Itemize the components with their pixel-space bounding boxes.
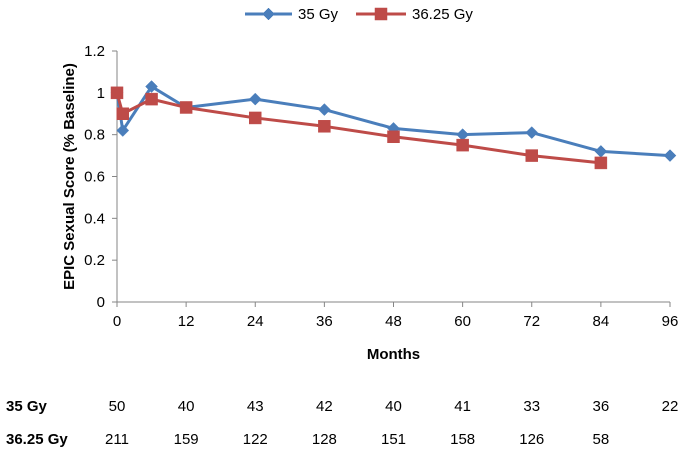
data-point [525, 149, 538, 162]
risk-count: 128 [312, 431, 337, 448]
y-tick-label: 1.2 [84, 43, 105, 60]
risk-count: 126 [519, 431, 544, 448]
risk-count: 36 [593, 398, 610, 415]
risk-count: 159 [174, 431, 199, 448]
series-0 [110, 80, 677, 162]
x-tick-label: 84 [593, 313, 610, 330]
legend: 35 Gy 36.25 Gy [245, 6, 473, 23]
risk-count: 40 [178, 398, 195, 415]
data-point [145, 92, 158, 106]
series-layer [110, 80, 677, 170]
y-axis-title: EPIC Sexual Score (% Baseline) [61, 63, 78, 290]
data-point [594, 145, 608, 158]
risk-row-label: 36.25 Gy [6, 431, 68, 448]
legend-label: 35 Gy [298, 6, 339, 23]
numbers-at-risk-table: 35 Gy 50 40 43 42 40 41 33 36 22 36.25 Gy 211 159 122… [6, 398, 678, 448]
x-tick-label: 96 [662, 313, 679, 330]
y-tick-label: 0.8 [84, 127, 105, 144]
y-tick-label: 0.6 [84, 169, 105, 186]
y-tick-label: 1 [97, 85, 105, 102]
x-tick-label: 24 [247, 313, 264, 330]
y-tick-label: 0 [97, 294, 105, 311]
y-axis-ticks: 0 0.2 0.4 0.6 0.8 1 1.2 [84, 43, 117, 311]
legend-label: 36.25 Gy [412, 6, 473, 23]
legend-marker [262, 7, 275, 21]
y-tick-label: 0.2 [84, 252, 105, 269]
legend-item: 36.25 Gy [356, 6, 473, 23]
data-point [145, 80, 158, 93]
series-line [115, 92, 602, 165]
data-point [116, 124, 130, 137]
series-line [115, 85, 671, 158]
risk-row: 35 Gy 50 40 43 42 40 41 33 36 22 [6, 398, 678, 415]
data-point [456, 128, 469, 142]
plot-area [116, 51, 670, 303]
data-point [525, 126, 539, 139]
data-point [249, 111, 262, 125]
risk-row-label: 35 Gy [6, 398, 48, 415]
x-tick-label: 12 [178, 313, 195, 330]
data-point [179, 101, 193, 114]
data-point [594, 156, 608, 170]
risk-count: 42 [316, 398, 333, 415]
risk-count: 58 [593, 431, 610, 448]
data-point [110, 86, 124, 100]
x-axis-ticks: 0 12 24 36 48 60 72 84 96 [113, 302, 679, 330]
risk-count: 22 [662, 398, 679, 415]
risk-count: 211 [105, 431, 129, 448]
x-axis-title: Months [367, 346, 420, 363]
risk-count: 33 [523, 398, 540, 415]
data-point [318, 120, 331, 133]
y-tick-label: 0.4 [84, 210, 105, 227]
risk-count: 122 [243, 431, 268, 448]
risk-count: 151 [381, 431, 406, 448]
x-tick-label: 72 [523, 313, 540, 330]
x-tick-label: 48 [385, 313, 402, 330]
data-point [116, 107, 130, 120]
legend-marker [374, 7, 388, 21]
series-1 [110, 86, 608, 170]
risk-count: 158 [450, 431, 475, 448]
x-tick-label: 36 [316, 313, 333, 330]
data-point [248, 92, 262, 106]
data-point [456, 138, 469, 152]
data-point [663, 149, 677, 162]
data-point [318, 103, 331, 116]
risk-count: 41 [454, 398, 471, 415]
risk-count: 50 [109, 398, 126, 415]
risk-count: 43 [247, 398, 264, 415]
x-tick-label: 60 [454, 313, 471, 330]
x-tick-label: 0 [113, 313, 121, 330]
risk-count: 40 [385, 398, 402, 415]
legend-item: 35 Gy [245, 6, 339, 23]
data-point [387, 130, 400, 144]
risk-row: 36.25 Gy 211 159 122 128 151 158 126 58 [6, 431, 609, 448]
